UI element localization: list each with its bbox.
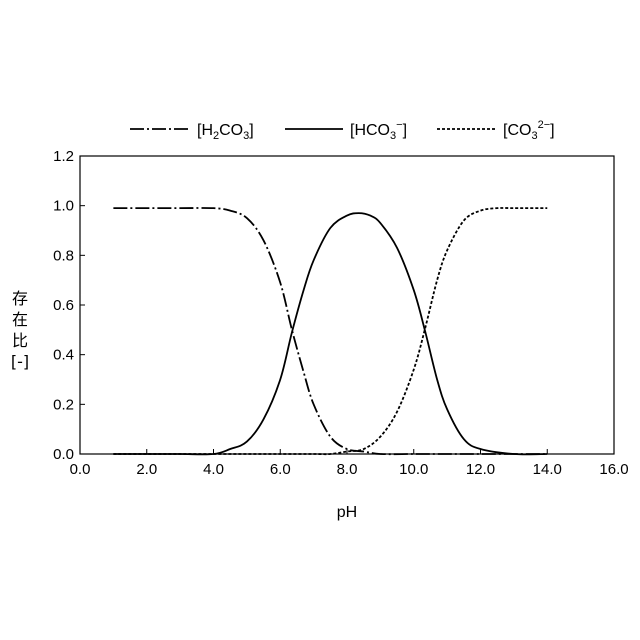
legend-label-part: 2− — [538, 119, 551, 131]
legend-label-part: ] — [403, 122, 407, 139]
series-line-1 — [113, 208, 547, 454]
y-tick-label: 1.2 — [53, 148, 74, 165]
y-axis-label-unit: [-] — [6, 351, 34, 372]
legend-label-part: ] — [550, 122, 554, 139]
y-tick-label: 0.6 — [53, 297, 74, 314]
legend-label-1: [H2CO3] — [197, 122, 254, 142]
legend-label-3: [CO32−] — [503, 119, 555, 142]
legend: [H2CO3][HCO3−][CO32−] — [130, 119, 555, 142]
y-tick-label: 0.0 — [53, 446, 74, 463]
y-axis-label-char-1: 存 — [6, 288, 34, 309]
x-axis-label: pH — [337, 504, 357, 521]
y-tick-label: 0.2 — [53, 396, 74, 413]
legend-label-part: [CO — [503, 122, 531, 139]
x-tick-label: 4.0 — [203, 461, 224, 478]
legend-label-part: [HCO — [350, 122, 390, 139]
plot-frame — [80, 156, 614, 454]
series-layer — [113, 208, 547, 454]
x-tick-label: 8.0 — [337, 461, 358, 478]
x-tick-label: 10.0 — [399, 461, 428, 478]
legend-label-2: [HCO3−] — [350, 119, 407, 142]
x-tick-label: 6.0 — [270, 461, 291, 478]
x-tick-label: 16.0 — [599, 461, 628, 478]
legend-label-part: [H — [197, 122, 213, 139]
y-axis-label: 存 在 比 [-] — [6, 288, 34, 372]
legend-label-part: 3 — [531, 130, 537, 142]
x-tick-label: 14.0 — [533, 461, 562, 478]
x-tick-label: 2.0 — [136, 461, 157, 478]
legend-label-part: CO — [219, 122, 243, 139]
series-line-3 — [113, 208, 547, 454]
legend-label-part: 3 — [390, 130, 396, 142]
y-tick-label: 0.4 — [53, 347, 74, 364]
y-axis-label-char-3: 比 — [6, 330, 34, 351]
x-tick-label: 12.0 — [466, 461, 495, 478]
legend-label-part: ] — [249, 122, 253, 139]
y-tick-label: 0.8 — [53, 247, 74, 264]
y-axis-label-char-2: 在 — [6, 309, 34, 330]
series-line-2 — [113, 213, 547, 454]
x-tick-label: 0.0 — [70, 461, 91, 478]
y-tick-label: 1.0 — [53, 198, 74, 215]
